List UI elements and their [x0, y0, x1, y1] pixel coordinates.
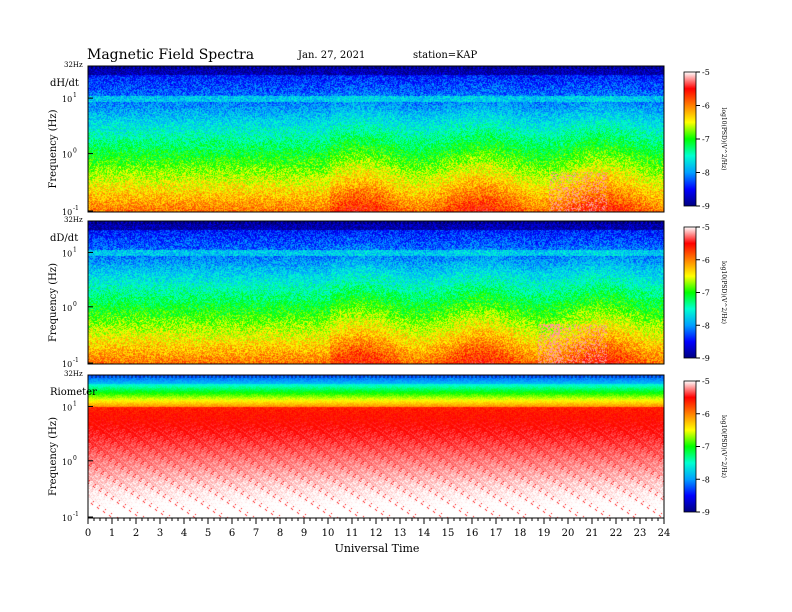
y-tick-label: 10 — [62, 360, 72, 369]
colorbar — [683, 71, 697, 207]
colorbar-tick-label: -9 — [702, 354, 710, 363]
colorbar-tick-label: -9 — [702, 202, 710, 211]
y-tick-exponent: -1 — [73, 357, 79, 364]
y-tick-label: 10 — [62, 95, 72, 104]
x-tick-label: 20 — [562, 528, 575, 539]
figure-date: Jan. 27, 2021 — [297, 50, 365, 61]
colorbar-tick-label: -6 — [702, 410, 710, 419]
x-tick-label: 16 — [466, 528, 479, 539]
x-axis-label: Universal Time — [335, 542, 420, 555]
colorbar-tick-label: -8 — [702, 321, 710, 330]
colorbar-tick-label: -7 — [702, 135, 710, 144]
x-tick-label: 7 — [253, 528, 259, 539]
colorbar — [683, 226, 697, 359]
y-tick-exponent: 0 — [73, 301, 77, 308]
colorbar-tick-label: -5 — [702, 223, 710, 232]
x-axis: 0 1 2 3 4 5 6 7 8 9 10 11 12 13 14 15 16 17 18 19 20 21 22 23 24 — [85, 518, 671, 539]
x-tick-label: 15 — [442, 528, 455, 539]
colorbar-tick-label: -8 — [702, 475, 710, 484]
x-tick-label: 17 — [490, 528, 503, 539]
spectrogram-image — [88, 66, 664, 212]
y-tick-exponent: -1 — [73, 205, 79, 212]
panel-label: dH/dt — [50, 78, 79, 89]
y-top-label: 32Hz — [64, 216, 83, 224]
y-top-label: 32Hz — [64, 61, 83, 69]
x-tick-label: 22 — [610, 528, 623, 539]
y-tick-exponent: -1 — [73, 511, 79, 518]
y-tick-label: 10 — [62, 208, 72, 217]
colorbar-tick-label: -7 — [702, 443, 710, 452]
x-tick-label: 6 — [229, 528, 235, 539]
y-tick-label: 10 — [62, 151, 72, 160]
panel-label: Riometer — [50, 387, 97, 398]
colorbar-tick-label: -5 — [702, 68, 710, 77]
x-tick-label: 24 — [658, 528, 671, 539]
y-tick-exponent: 0 — [73, 148, 77, 155]
y-axis-label: Frequency (Hz) — [48, 417, 59, 496]
x-tick-label: 19 — [538, 528, 551, 539]
y-top-label: 32Hz — [64, 370, 83, 378]
spectrogram-image — [88, 375, 664, 518]
x-tick-label: 4 — [181, 528, 187, 539]
x-tick-label: 1 — [109, 528, 115, 539]
spectrogram-image — [88, 221, 664, 364]
x-tick-label: 0 — [85, 528, 91, 539]
figure-title: Magnetic Field Spectra — [87, 47, 254, 63]
y-tick-label: 10 — [62, 458, 72, 467]
y-tick-exponent: 1 — [73, 400, 77, 407]
colorbar-tick-label: -6 — [702, 256, 710, 265]
y-tick-label: 10 — [62, 249, 72, 258]
y-tick-exponent: 1 — [73, 246, 77, 253]
colorbar-tick-label: -9 — [702, 508, 710, 517]
x-tick-label: 11 — [346, 528, 359, 539]
colorbar-tick-label: -8 — [702, 169, 710, 178]
y-tick-exponent: 1 — [73, 92, 77, 99]
x-tick-label: 14 — [418, 528, 431, 539]
x-tick-label: 8 — [277, 528, 283, 539]
x-tick-label: 23 — [634, 528, 647, 539]
colorbar-tick-label: -7 — [702, 289, 710, 298]
x-tick-label: 13 — [394, 528, 407, 539]
y-axis-label: Frequency (Hz) — [48, 263, 59, 342]
x-tick-label: 10 — [322, 528, 335, 539]
y-tick-label: 10 — [62, 403, 72, 412]
y-tick-label: 10 — [62, 304, 72, 313]
y-tick-exponent: 0 — [73, 455, 77, 462]
y-tick-label: 10 — [62, 514, 72, 523]
x-tick-label: 2 — [133, 528, 139, 539]
x-tick-label: 3 — [157, 528, 163, 539]
x-tick-label: 5 — [205, 528, 211, 539]
colorbar-label: log10(PSD)(V^2/Hz) — [720, 261, 727, 324]
panel-label: dD/dt — [50, 233, 78, 244]
figure-station: station=KAP — [413, 50, 477, 61]
x-tick-label: 12 — [370, 528, 383, 539]
y-axis-label: Frequency (Hz) — [48, 109, 59, 188]
colorbar-tick-label: -5 — [702, 377, 710, 386]
x-tick-label: 9 — [301, 528, 307, 539]
x-tick-label: 18 — [514, 528, 527, 539]
x-tick-label: 21 — [586, 528, 599, 539]
colorbar — [683, 380, 697, 513]
colorbar-label: log10(PSD)(V^2/Hz) — [720, 415, 727, 478]
colorbar-tick-label: -6 — [702, 102, 710, 111]
colorbar-label: log10(PSD)(V^2/Hz) — [720, 108, 727, 171]
